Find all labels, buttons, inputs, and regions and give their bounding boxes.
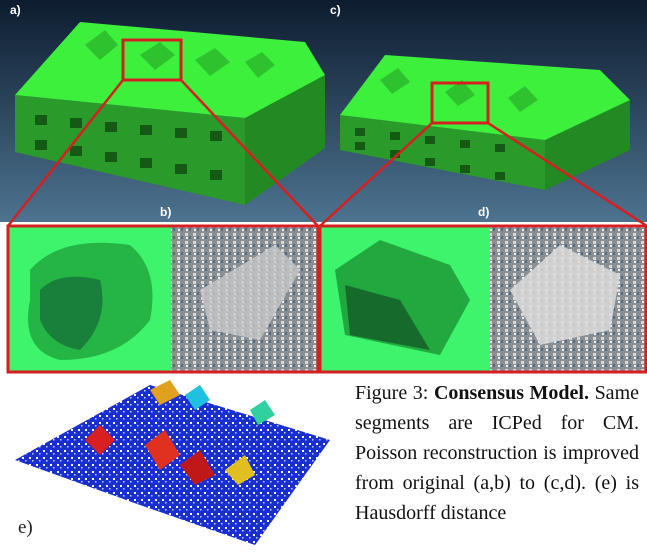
panel-label: e)	[18, 517, 33, 538]
hausdorff-cloud	[15, 380, 330, 545]
panel-label: a)	[10, 3, 21, 17]
building-a	[15, 22, 325, 205]
building-c	[340, 55, 630, 190]
panel-label: b)	[160, 205, 171, 219]
zoom-b	[6, 224, 320, 374]
zoom-connectors	[7, 79, 647, 228]
panel-label: c)	[330, 3, 341, 17]
panel-label: d)	[478, 205, 489, 219]
caption-title: Consensus Model.	[433, 382, 589, 404]
caption-text: Same segments are ICPed for CM. Poisson …	[355, 382, 639, 524]
caption-label: Figure 3:	[355, 382, 429, 404]
zoom-d	[318, 224, 647, 374]
caption: Figure 3: Consensus Model. Same segments…	[355, 378, 639, 552]
